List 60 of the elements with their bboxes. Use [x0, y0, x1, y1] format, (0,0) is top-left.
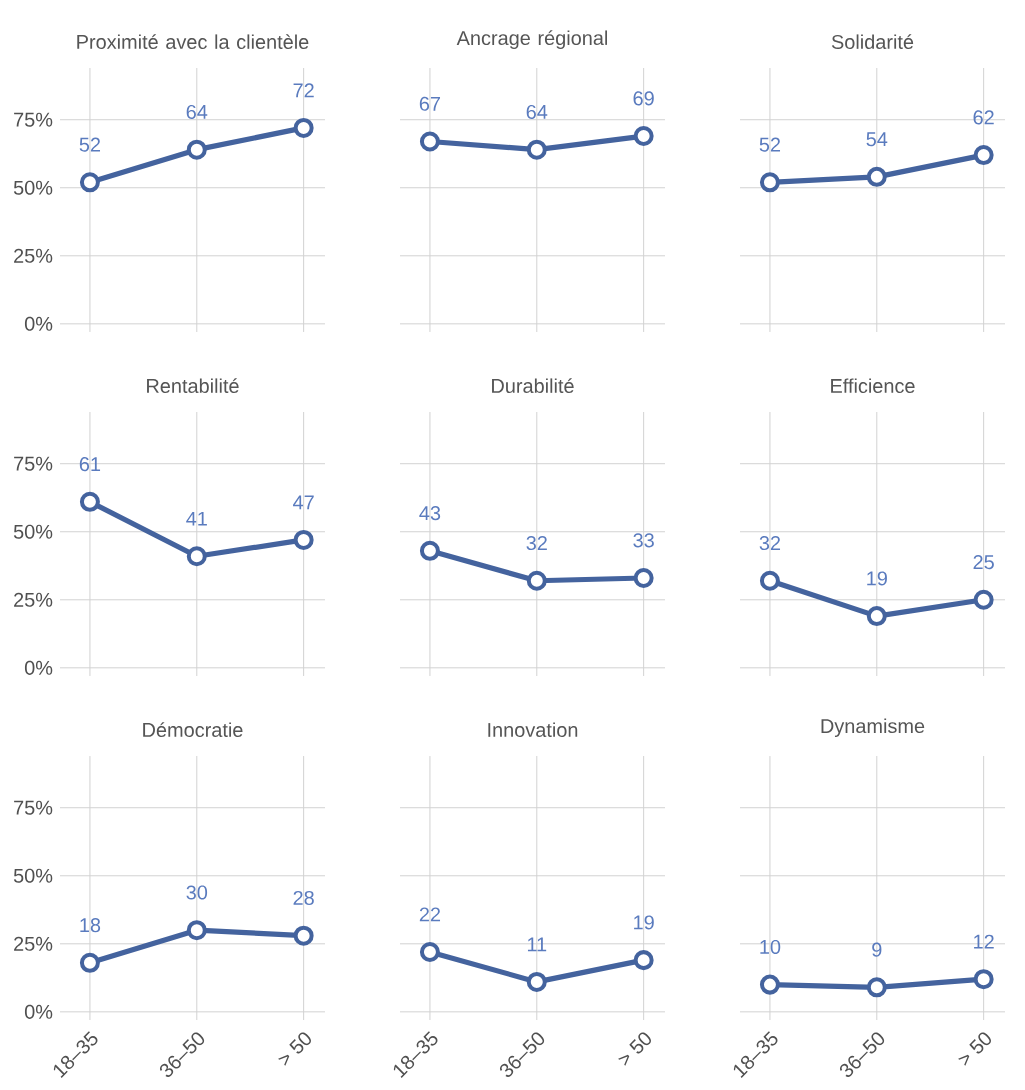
- chart-title: Durabilité: [492, 378, 574, 394]
- data-label: 32: [526, 536, 547, 551]
- chart-title: Innovation: [488, 722, 578, 738]
- point: [293, 529, 314, 550]
- y-tick-label: 50%: [13, 524, 53, 539]
- data-label: 54: [866, 132, 888, 147]
- y-tick-label: 75%: [14, 456, 53, 471]
- data-label: 25: [973, 555, 994, 570]
- chart-title: Démocratie: [143, 722, 243, 738]
- point: [79, 952, 100, 973]
- data-label: 41: [186, 511, 207, 526]
- x-tick-label: > 50: [618, 1032, 651, 1066]
- chart-title: Proximité avec la clientèle: [77, 34, 309, 50]
- data-label: 47: [293, 495, 314, 510]
- data-label: 22: [419, 907, 441, 922]
- y-tick-label: 50%: [13, 868, 53, 883]
- data-label: 43: [419, 506, 441, 521]
- data-label: 18: [80, 918, 101, 933]
- data-label: 12: [974, 934, 994, 949]
- y-tick-label: 25%: [14, 592, 53, 607]
- data-label: 30: [186, 885, 208, 900]
- data-label: 9: [872, 942, 882, 957]
- data-label: 32: [759, 536, 781, 551]
- data-label: 72: [293, 83, 314, 98]
- point: [186, 920, 207, 941]
- y-tick-label: 50%: [13, 180, 53, 195]
- data-label: 61: [79, 457, 101, 472]
- point: [293, 925, 314, 946]
- chart-title: Efficience: [831, 378, 915, 394]
- point: [186, 546, 207, 567]
- point: [293, 117, 314, 138]
- data-label: 19: [634, 915, 654, 930]
- chart-title: Ancrage régional: [456, 30, 608, 50]
- data-label: 64: [526, 104, 548, 120]
- y-tick-label: 75%: [14, 112, 53, 127]
- data-label: 33: [633, 533, 654, 548]
- chart-title: Rentabilité: [147, 378, 239, 394]
- data-label: 67: [419, 96, 441, 111]
- y-tick-label: 25%: [14, 936, 53, 951]
- y-tick-label: 0%: [24, 660, 53, 675]
- data-label: 19: [867, 571, 887, 586]
- data-label: 69: [633, 91, 654, 106]
- y-tick-label: 25%: [14, 248, 53, 263]
- data-label: 52: [759, 137, 781, 152]
- point: [79, 491, 100, 512]
- data-label: 10: [760, 939, 781, 954]
- chart-title: Solidarité: [831, 34, 914, 50]
- data-label: 52: [79, 137, 101, 152]
- data-label: 28: [293, 890, 314, 905]
- chart-title: Dynamisme: [821, 718, 925, 738]
- x-tick-label: > 50: [958, 1032, 991, 1066]
- data-label: 62: [973, 110, 994, 125]
- y-tick-label: 0%: [24, 316, 53, 331]
- point: [186, 139, 207, 160]
- y-tick-label: 75%: [14, 800, 53, 815]
- y-tick-label: 0%: [24, 1004, 53, 1019]
- x-tick-label: > 50: [278, 1032, 311, 1066]
- data-label: 64: [186, 104, 208, 120]
- data-label: 11: [527, 937, 547, 952]
- point: [79, 172, 100, 193]
